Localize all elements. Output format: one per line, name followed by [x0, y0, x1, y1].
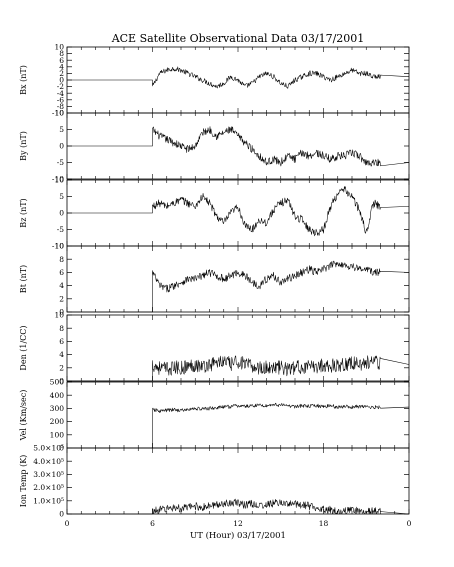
y-tick-label: -10 [52, 109, 64, 118]
y-tick-label: 2 [59, 363, 64, 372]
y-tick-label: 2 [59, 294, 64, 303]
y-tick-label: 5 [59, 125, 64, 134]
y-tick-label: 4 [59, 62, 64, 71]
y-tick-label: 500 [50, 378, 65, 387]
y-tick-label: -8 [57, 102, 65, 111]
y-tick-label: 6 [59, 268, 64, 277]
x-axis: 0 6 12 18 0 [65, 519, 412, 528]
series-line [67, 260, 410, 313]
y-tick-label: 4 [59, 350, 64, 359]
y-tick-label: 0 [59, 377, 64, 386]
x-tick-label: 6 [150, 519, 155, 528]
y-axis-label: Bz (nT) [19, 198, 28, 227]
series-line [67, 498, 410, 515]
panel-2: 10 5 0 -5 -10 By (nT) [19, 109, 410, 184]
y-tick-label: 0 [59, 444, 64, 453]
y-tick-label: 0 [59, 510, 64, 519]
y-tick-label: -10 [52, 175, 64, 184]
y-tick-label: 0 [59, 308, 64, 317]
y-tick-label: 6 [59, 56, 64, 65]
y-tick-label: 4 [59, 281, 64, 290]
series-line [67, 66, 410, 89]
y-tick-label: -4 [57, 89, 65, 98]
y-tick-label: 5.0×10⁵ [33, 444, 64, 453]
panel-frame [66, 381, 410, 449]
y-tick-label: 1.0×10⁵ [33, 496, 64, 505]
y-axis-label: Vel (Km/sec) [19, 390, 28, 442]
y-tick-label: 8 [59, 255, 64, 264]
y-tick-label: -5 [57, 158, 65, 167]
y-tick-label: -6 [57, 95, 65, 104]
y-tick-label: 8 [59, 324, 64, 333]
y-tick-label: 2.0×10⁵ [33, 483, 64, 492]
y-tick-label: 3.0×10⁵ [33, 470, 64, 479]
y-tick-label: 0 [59, 209, 64, 218]
chart-title: ACE Satellite Observational Data 03/17/2… [111, 32, 365, 45]
y-tick-label: 4.0×10⁵ [33, 457, 64, 466]
y-tick-label: -10 [52, 242, 64, 251]
panel-3: 10 5 0 -5 -10 Bz (nT) [19, 176, 410, 251]
x-axis-label: UT (Hour) 03/17/2001 [190, 530, 286, 541]
y-tick-label: 200 [50, 417, 65, 426]
x-tick-label: 0 [407, 519, 412, 528]
y-axis-label: Den (1/CC) [19, 325, 28, 370]
y-tick-label: 5 [59, 192, 64, 201]
panel-frame [66, 314, 410, 382]
y-tick-label: 0 [59, 142, 64, 151]
y-axis-label: By (nT) [19, 131, 28, 161]
panel-5: 10 8 6 4 2 0 Den (1/CC) [19, 311, 410, 386]
y-axis-label: Bx (nT) [19, 65, 28, 95]
series-line [67, 402, 410, 449]
series-line [67, 126, 410, 167]
y-tick-label: 10 [54, 109, 64, 118]
y-axis-label: Ion Temp (K) [19, 455, 28, 508]
y-tick-label: 10 [54, 176, 64, 185]
x-tick-label: 0 [65, 519, 70, 528]
panel-4: 10 8 6 4 2 0 Bt (nT) [19, 242, 410, 317]
y-tick-label: 10 [54, 311, 64, 320]
panel-frame [66, 447, 410, 515]
panel-6: 500 400 300 200 100 0 Vel (Km/sec) [19, 378, 410, 453]
y-tick-label: -2 [57, 82, 65, 91]
x-tick-label: 18 [319, 519, 329, 528]
y-tick-label: 0 [59, 76, 64, 85]
x-tick-label: 12 [233, 519, 243, 528]
y-tick-label: 2 [59, 69, 64, 78]
panel-frame [66, 245, 410, 313]
y-tick-label: 6 [59, 337, 64, 346]
y-tick-label: 400 [50, 391, 65, 400]
y-tick-label: 300 [50, 404, 65, 413]
y-tick-label: 8 [59, 49, 64, 58]
series-line [67, 186, 410, 237]
series-line [67, 355, 410, 382]
y-axis-label: Bt (nT) [19, 265, 28, 293]
y-tick-label: 100 [50, 430, 65, 439]
panel-7: 5.0×10⁵ 4.0×10⁵ 3.0×10⁵ 2.0×10⁵ 1.0×10⁵ 0 Ion … [19, 444, 410, 519]
y-tick-label: 10 [54, 43, 64, 52]
y-tick-label: -5 [57, 225, 65, 234]
y-tick-label: 10 [54, 242, 64, 251]
